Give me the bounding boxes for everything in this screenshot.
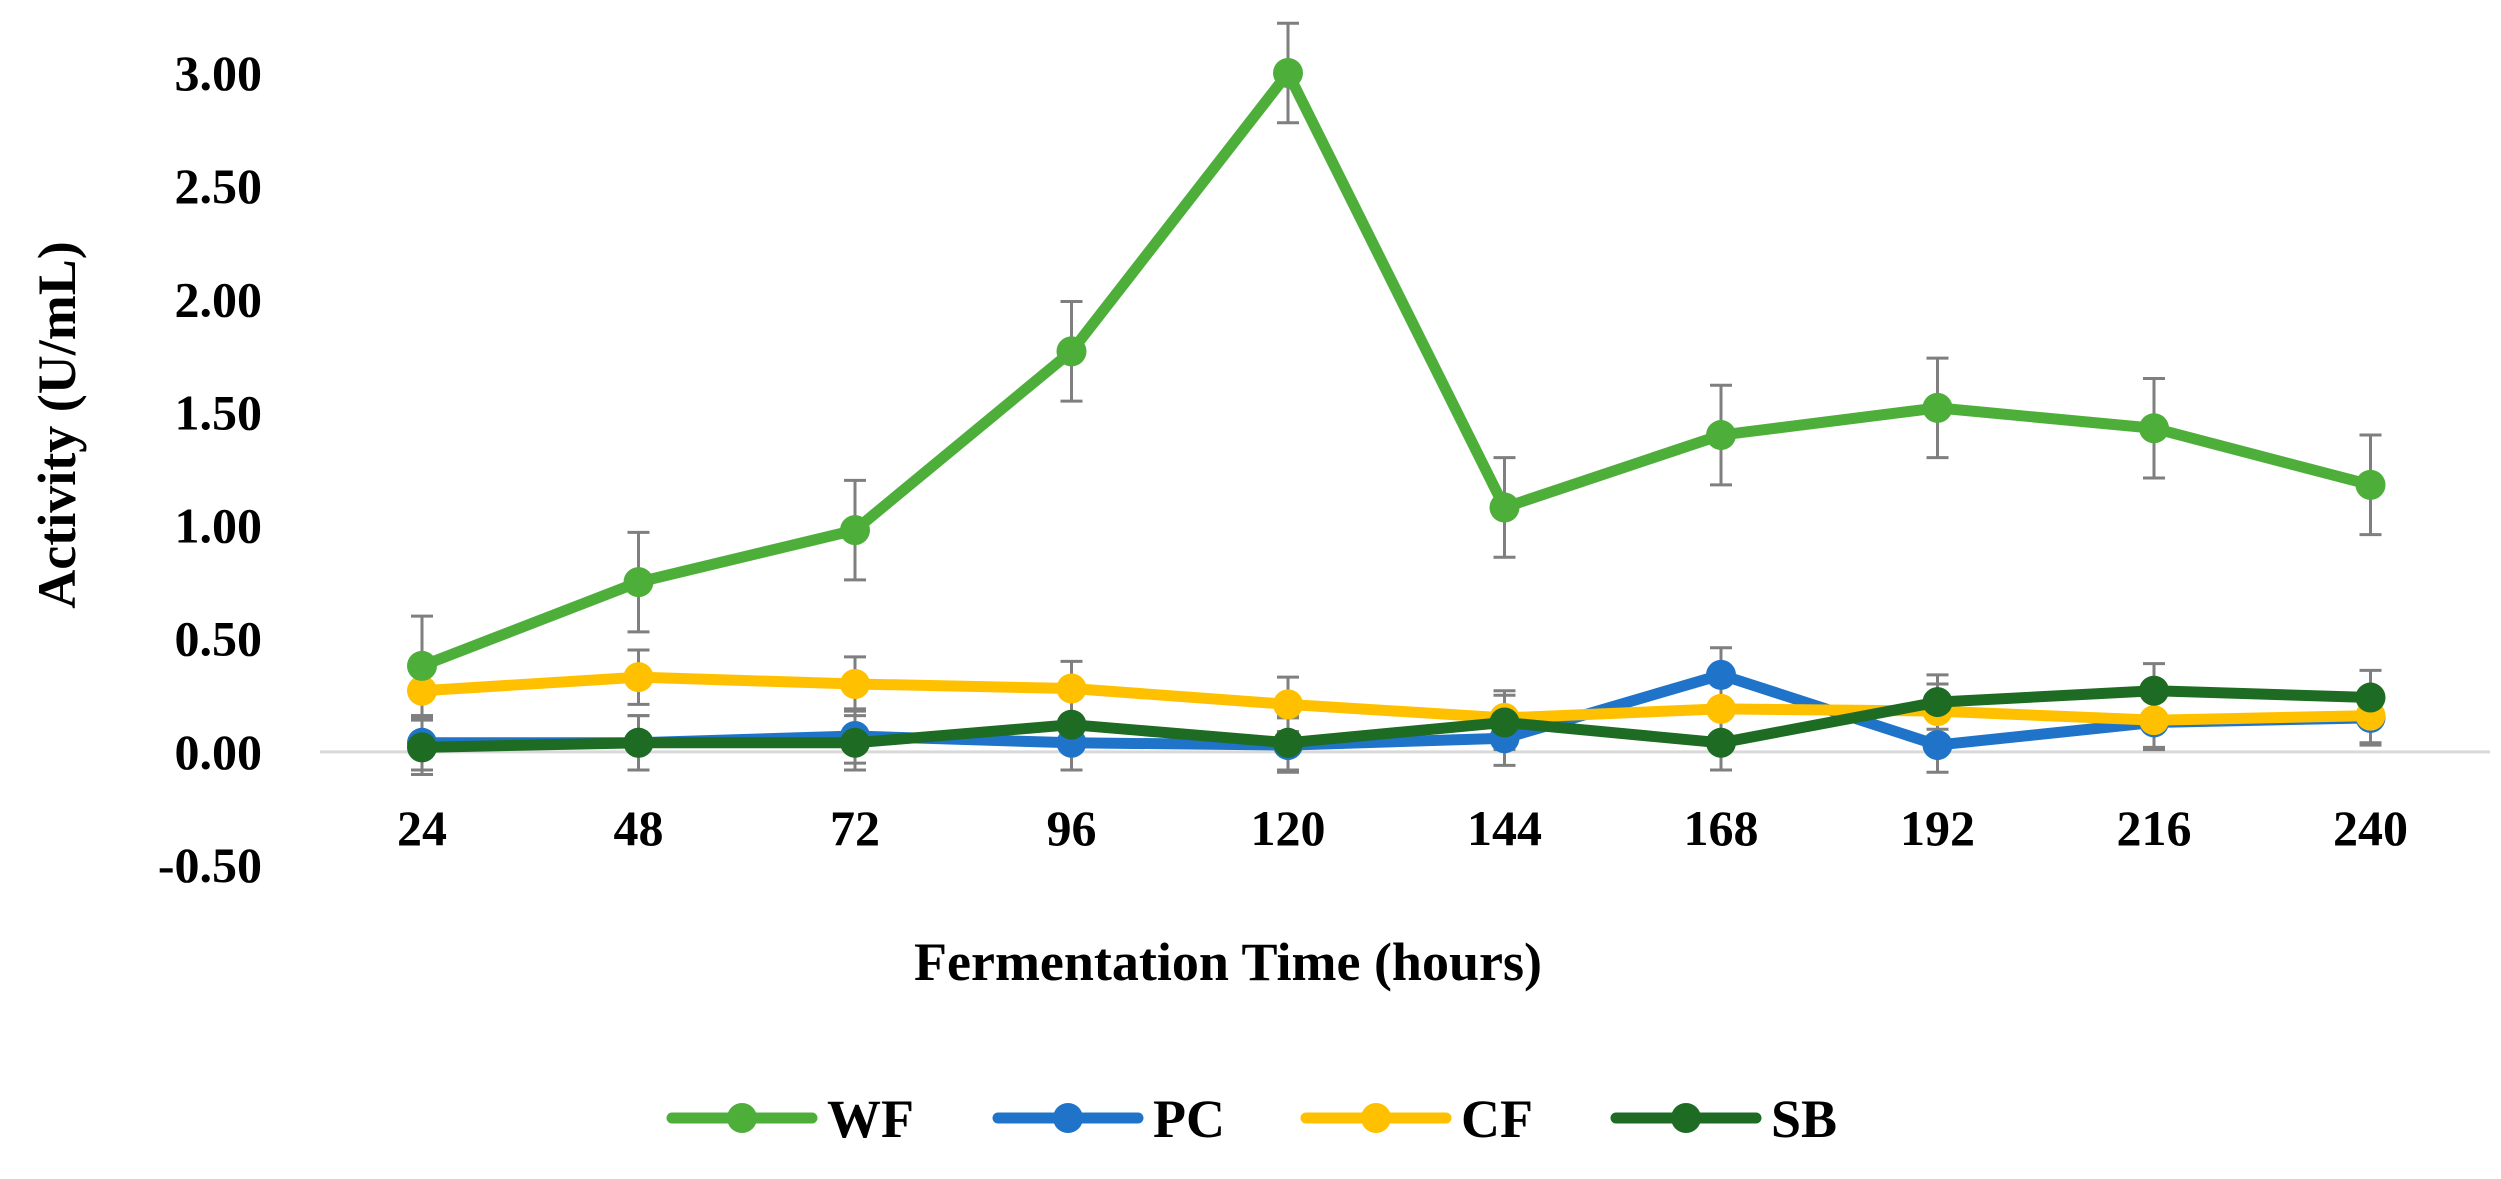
data-point-wf — [1706, 420, 1736, 451]
data-point-wf — [1922, 392, 1953, 423]
y-tick-label: 3.00 — [175, 45, 263, 101]
legend-label-cf: CF — [1461, 1089, 1533, 1149]
series-layer — [407, 58, 2386, 763]
y-tick-label: 2.00 — [175, 271, 263, 327]
data-point-pc — [1922, 730, 1953, 761]
y-tick-label: 1.50 — [175, 384, 263, 440]
data-point-cf — [623, 662, 654, 693]
data-point-sb — [1922, 687, 1953, 718]
x-tick-label: 96 — [1047, 800, 1097, 856]
data-point-wf — [2355, 469, 2386, 500]
x-tick-label: 120 — [1251, 800, 1326, 856]
data-point-sb — [1273, 727, 1303, 758]
data-point-cf — [1706, 693, 1736, 724]
legend-label-pc: PC — [1153, 1089, 1225, 1149]
legend-label-wf: WF — [827, 1089, 914, 1149]
data-point-cf — [840, 668, 870, 699]
x-tick-label: 192 — [1900, 800, 1975, 856]
data-point-cf — [1056, 673, 1087, 704]
x-tick-label: 72 — [830, 800, 880, 856]
x-tick-label: 168 — [1684, 800, 1759, 856]
data-point-sb — [1056, 709, 1087, 740]
y-tick-label: 1.00 — [175, 498, 263, 554]
x-tick-label: 48 — [614, 800, 664, 856]
y-tick-label: 0.50 — [175, 611, 263, 667]
data-point-cf — [407, 675, 437, 706]
y-tick-label: 2.50 — [175, 158, 263, 214]
y-tick-label: -0.50 — [158, 837, 262, 893]
x-tick-label: 144 — [1467, 800, 1542, 856]
series-line-sb — [416, 685, 2376, 753]
data-point-wf — [1056, 336, 1087, 367]
data-point-wf — [623, 567, 654, 598]
y-axis-title: Activity (U/mL) — [27, 241, 87, 608]
data-point-sb — [623, 727, 654, 758]
data-point-cf — [2139, 705, 2169, 736]
x-tick-label: 240 — [2333, 800, 2408, 856]
data-point-sb — [407, 732, 437, 763]
x-tick-label: 24 — [397, 800, 447, 856]
data-point-sb — [1706, 727, 1736, 758]
axis-layer: -0.50 0.00 0.50 1.00 1.50 2.00 2.50 3.00 24 48 72 9… — [158, 45, 2490, 893]
legend: WF PC CF SB — [666, 1089, 1837, 1149]
data-point-wf — [1489, 492, 1520, 523]
legend-marker-sb — [1671, 1103, 1701, 1133]
legend-label-sb: SB — [1771, 1089, 1837, 1149]
legend-marker-wf — [727, 1103, 757, 1133]
data-point-sb — [2355, 682, 2386, 713]
y-tick-label: 0.00 — [175, 724, 263, 780]
legend-marker-pc — [1053, 1103, 1083, 1133]
data-point-cf — [1273, 689, 1303, 720]
x-tick-label: 216 — [2117, 800, 2192, 856]
x-axis-title: Fermentation Time (hours) — [914, 932, 1542, 992]
legend-marker-cf — [1361, 1103, 1391, 1133]
series-line-wf — [416, 67, 2376, 672]
data-point-sb — [1489, 707, 1520, 738]
data-point-wf — [407, 650, 437, 681]
data-point-sb — [2139, 675, 2169, 706]
data-point-wf — [840, 515, 870, 546]
errorbar-layer — [411, 21, 2382, 776]
data-point-wf — [1273, 58, 1303, 88]
data-point-wf — [2139, 413, 2169, 444]
data-point-pc — [1706, 659, 1736, 690]
series-line-cf — [416, 671, 2376, 726]
data-point-sb — [840, 727, 870, 758]
